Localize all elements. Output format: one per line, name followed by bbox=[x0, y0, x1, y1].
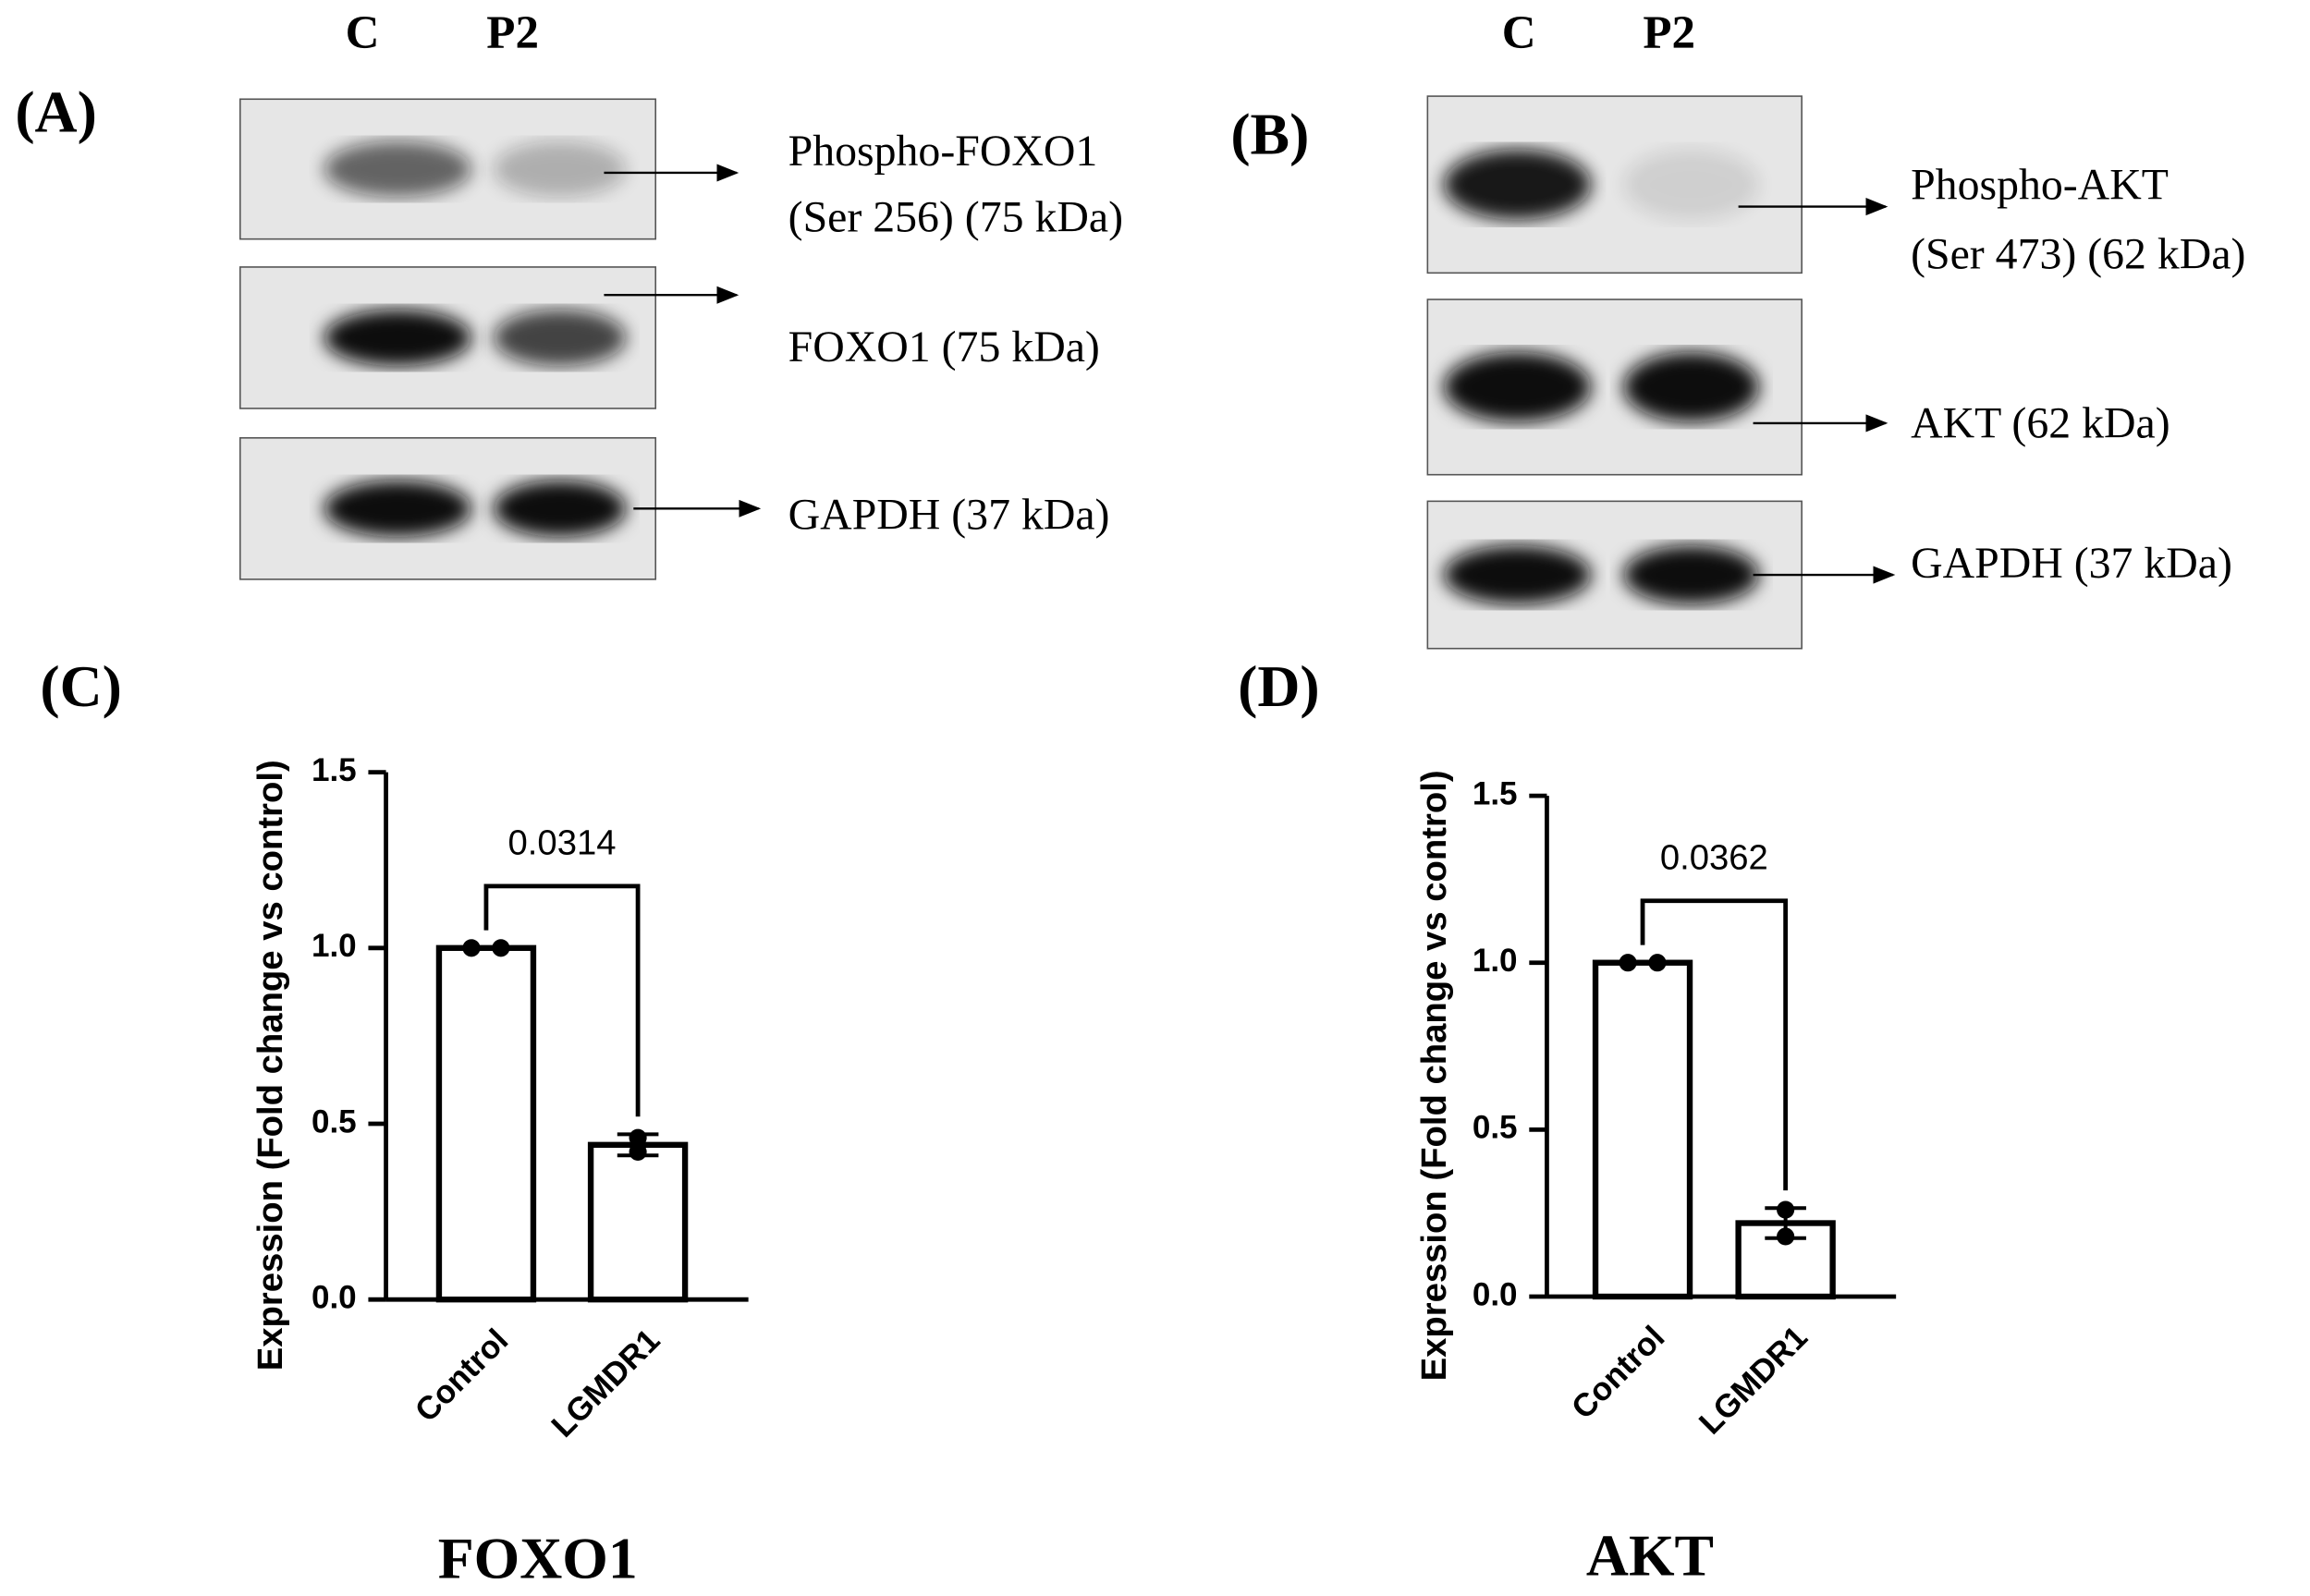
band-label: FOXO1 (75 kDa) bbox=[788, 323, 1100, 372]
panel-label: (A) bbox=[15, 79, 97, 145]
band-label: GAPDH (37 kDa) bbox=[1911, 539, 2232, 588]
band-label: (Ser 256) (75 kDa) bbox=[788, 193, 1123, 242]
panel-label: (B) bbox=[1230, 102, 1309, 167]
chart-title: FOXO1 bbox=[438, 1526, 638, 1591]
band-label: (Ser 473) (62 kDa) bbox=[1911, 229, 2245, 278]
data-point bbox=[629, 1128, 647, 1147]
x-tick-label: LGMDR1 bbox=[1693, 1319, 1815, 1441]
y-tick-label: 0.0 bbox=[1473, 1276, 1518, 1312]
y-tick-label: 1.0 bbox=[1473, 943, 1518, 979]
blot-band bbox=[1623, 545, 1759, 604]
blot-band bbox=[1443, 545, 1592, 604]
y-tick-label: 0.0 bbox=[312, 1279, 357, 1315]
y-tick-label: 0.5 bbox=[1473, 1110, 1518, 1146]
data-point bbox=[462, 939, 481, 957]
y-tick-label: 1.0 bbox=[312, 928, 357, 964]
x-tick-label: LGMDR1 bbox=[544, 1322, 666, 1444]
p-value: 0.0314 bbox=[508, 822, 617, 862]
band-label: Phospho-AKT bbox=[1911, 160, 2169, 209]
panel-label: (D) bbox=[1238, 653, 1320, 719]
panel-label: (C) bbox=[40, 653, 122, 719]
y-axis-label: Expression (Fold change vs control) bbox=[251, 760, 290, 1371]
blot-band bbox=[324, 309, 471, 367]
blot-band bbox=[324, 140, 471, 198]
data-point bbox=[1619, 954, 1637, 972]
data-point bbox=[629, 1142, 647, 1161]
p-value: 0.0362 bbox=[1660, 837, 1768, 877]
blot-band bbox=[1623, 351, 1759, 422]
blot-band bbox=[1623, 149, 1759, 220]
significance-bracket bbox=[483, 883, 641, 1117]
blot-band bbox=[493, 140, 627, 198]
chart-title: AKT bbox=[1586, 1522, 1714, 1588]
lane-label: P2 bbox=[486, 7, 539, 59]
bar bbox=[587, 1141, 689, 1303]
x-tick-label: Control bbox=[409, 1322, 516, 1430]
lane-label: C bbox=[346, 7, 380, 59]
x-tick-label: Control bbox=[1565, 1319, 1672, 1426]
blot-band bbox=[1443, 149, 1592, 220]
y-tick-label: 1.5 bbox=[312, 752, 357, 788]
y-tick-label: 0.5 bbox=[312, 1103, 357, 1139]
band-label: GAPDH (37 kDa) bbox=[788, 490, 1110, 539]
y-axis-label: Expression (Fold change vs control) bbox=[1414, 770, 1454, 1381]
lane-label: C bbox=[1502, 7, 1536, 59]
lane-label: P2 bbox=[1643, 7, 1695, 59]
data-point bbox=[1648, 954, 1667, 972]
bar bbox=[1592, 959, 1693, 1300]
data-point bbox=[492, 939, 510, 957]
band-label: Phospho-FOXO1 bbox=[788, 127, 1098, 176]
significance-bracket bbox=[1640, 898, 1789, 1191]
blot-band bbox=[324, 480, 471, 537]
band-label: AKT (62 kDa) bbox=[1911, 399, 2170, 448]
data-point bbox=[1777, 1200, 1795, 1219]
bar bbox=[435, 944, 537, 1303]
blot-band bbox=[1443, 351, 1592, 422]
blot-band bbox=[493, 480, 627, 537]
blot-band bbox=[493, 309, 627, 367]
y-tick-label: 1.5 bbox=[1473, 775, 1518, 811]
data-point bbox=[1777, 1227, 1795, 1246]
